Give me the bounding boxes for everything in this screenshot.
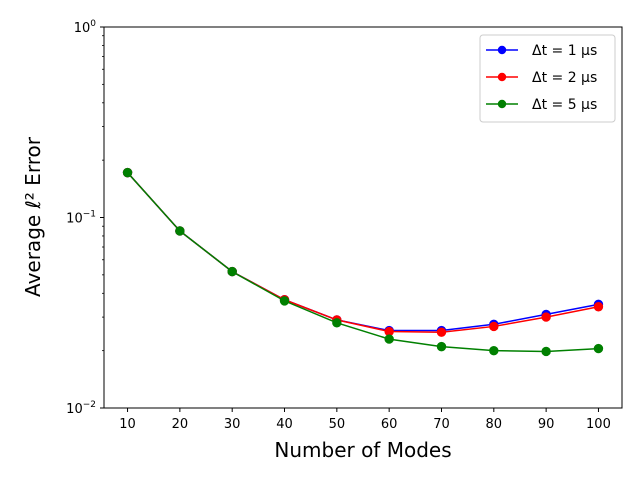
legend-marker <box>497 45 507 55</box>
y-tick-label: 10−2 <box>66 400 96 417</box>
x-tick-label: 50 <box>329 417 346 432</box>
x-tick-label: 80 <box>486 417 503 432</box>
legend-label: Δt = 1 μs <box>532 43 597 59</box>
x-tick-label: 100 <box>586 417 611 432</box>
data-point <box>593 343 604 354</box>
data-point <box>541 346 551 357</box>
series-3 <box>122 167 604 357</box>
x-tick-label: 90 <box>538 417 555 432</box>
data-point <box>332 318 342 328</box>
x-tick-label: 60 <box>381 417 398 432</box>
data-point <box>593 302 604 312</box>
x-tick-label: 20 <box>172 417 189 432</box>
data-point <box>175 226 185 236</box>
data-point <box>279 296 290 306</box>
legend-label: Δt = 2 μs <box>532 70 597 86</box>
data-point <box>384 334 394 344</box>
y-tick-label: 100 <box>74 19 97 36</box>
series-line <box>126 172 599 353</box>
data-point <box>489 321 499 332</box>
x-tick-label: 40 <box>276 417 293 432</box>
legend-marker <box>497 72 507 82</box>
data-point <box>436 327 447 337</box>
data-point <box>227 266 237 277</box>
x-tick-label: 10 <box>119 417 136 432</box>
x-tick-label: 70 <box>433 417 450 432</box>
x-tick-label: 30 <box>224 417 241 432</box>
legend: Δt = 1 μs Δt = 2 μs Δt = 5 μs <box>479 34 616 123</box>
legend-box <box>479 34 616 123</box>
data-point <box>122 167 133 178</box>
x-axis-label: Number of Modes <box>274 438 451 462</box>
data-point <box>436 341 447 352</box>
series-layer <box>122 167 604 357</box>
y-axis-ticks: 10−2 10−1 100 <box>66 19 104 417</box>
data-point <box>541 312 551 322</box>
legend-label: Δt = 5 μs <box>532 97 597 113</box>
x-axis-ticks: 10 20 30 40 50 60 70 80 90 100 <box>119 408 611 432</box>
y-tick-label: 10−1 <box>66 210 96 227</box>
plot-frame <box>103 26 623 409</box>
legend-marker <box>497 99 507 109</box>
data-point <box>489 345 499 356</box>
y-axis-label: Average ℓ² Error <box>21 136 45 297</box>
